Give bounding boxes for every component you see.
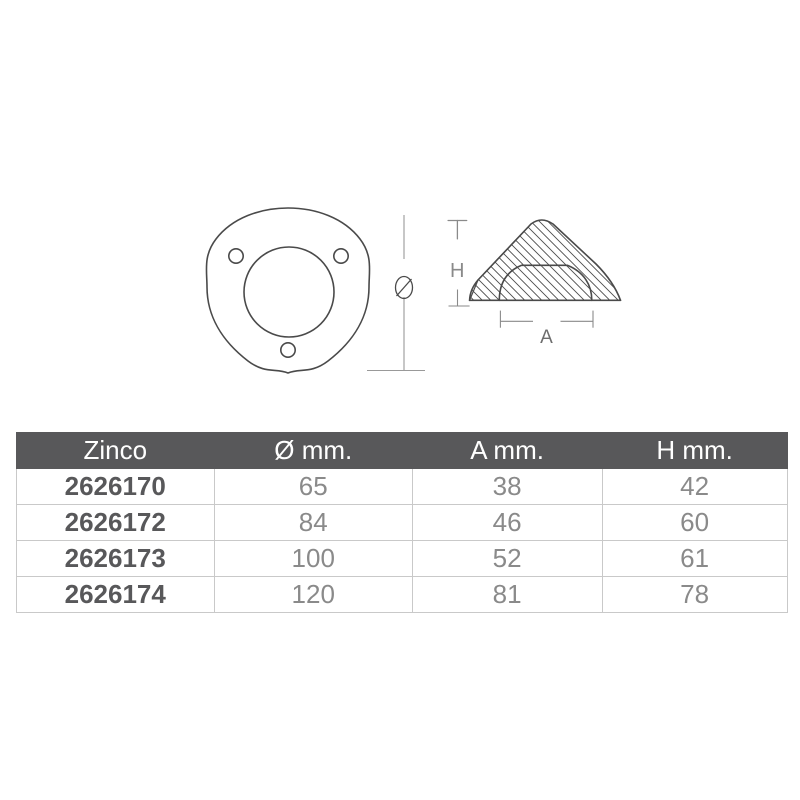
svg-text:H: H: [450, 260, 464, 282]
svg-text:A: A: [540, 327, 553, 348]
